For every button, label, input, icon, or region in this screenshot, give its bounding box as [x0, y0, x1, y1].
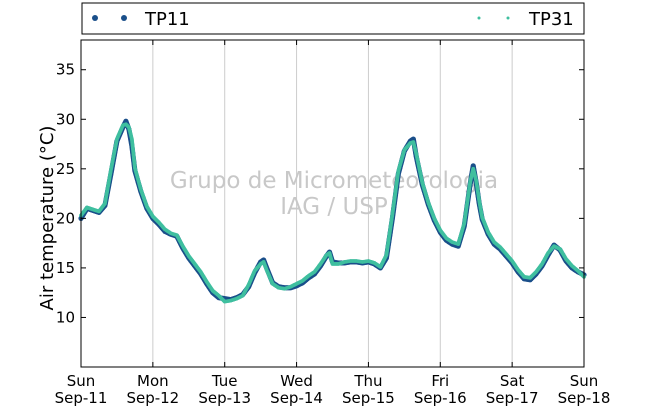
- legend-marker-tp11: [121, 15, 127, 21]
- x-tick-label-day: Mon: [137, 372, 169, 390]
- watermark: Grupo de Micrometeorologia IAG / USP: [170, 168, 498, 220]
- legend-label-tp11: TP11: [144, 9, 190, 30]
- y-tick-label: 10: [56, 308, 75, 326]
- y-tick-label: 30: [56, 110, 75, 128]
- y-tick-label: 15: [56, 259, 75, 277]
- x-tick-label-day: Fri: [431, 372, 449, 390]
- x-tick-label-date: Sep-17: [486, 389, 539, 407]
- grid-lines: [152, 40, 513, 367]
- x-tick-label-date: Sep-18: [558, 389, 611, 407]
- x-tick-label-date: Sep-16: [414, 389, 467, 407]
- y-tick-label: 35: [56, 61, 75, 79]
- x-tick-label-date: Sep-13: [198, 389, 251, 407]
- axis-ticks: SunSep-11MonSep-12TueSep-13WedSep-14ThuS…: [55, 40, 611, 407]
- legend-frame: [81, 2, 585, 35]
- legend: TP11 TP31: [81, 2, 585, 35]
- y-axis-label: Air temperature (°C): [37, 126, 58, 311]
- legend-label-tp31: TP31: [528, 9, 574, 30]
- plot-area: [81, 40, 584, 367]
- x-tick-label-date: Sep-11: [55, 389, 108, 407]
- x-tick-label-day: Sat: [500, 372, 525, 390]
- x-tick-label-day: Thu: [353, 372, 382, 390]
- x-tick-label-date: Sep-15: [342, 389, 395, 407]
- legend-marker-tp31: [477, 16, 481, 20]
- y-tick-label: 25: [56, 160, 75, 178]
- plot-frame: [80, 39, 585, 368]
- watermark-line-2: IAG / USP: [280, 194, 388, 220]
- x-tick-label-day: Wed: [280, 372, 313, 390]
- watermark-line-1: Grupo de Micrometeorologia: [170, 168, 498, 194]
- y-tick-label: 20: [56, 209, 75, 227]
- x-tick-label-day: Sun: [570, 372, 599, 390]
- series-layer: [78, 118, 587, 304]
- x-tick-label-date: Sep-12: [126, 389, 179, 407]
- legend-marker-tp11: [92, 15, 98, 21]
- legend-marker-tp31: [506, 16, 510, 20]
- x-tick-label-day: Tue: [211, 372, 238, 390]
- series-tp31: [79, 122, 586, 304]
- x-tick-label-day: Sun: [67, 372, 96, 390]
- x-tick-label-date: Sep-14: [270, 389, 323, 407]
